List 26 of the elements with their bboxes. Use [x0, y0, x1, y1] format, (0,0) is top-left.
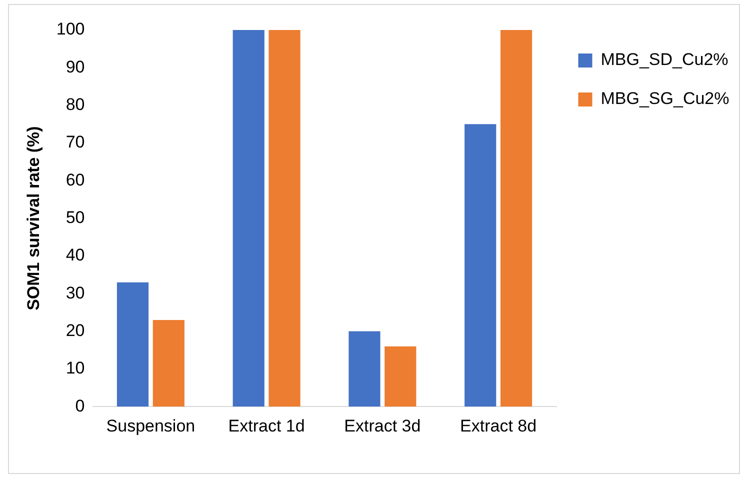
bar	[268, 30, 300, 407]
y-tick-label: 80	[66, 95, 85, 114]
y-tick-label: 100	[56, 20, 85, 39]
legend-label: MBG_SG_Cu2%	[600, 89, 730, 108]
bar	[384, 346, 416, 407]
bar	[232, 30, 264, 407]
y-tick-label: 60	[66, 170, 85, 190]
y-tick-label: 30	[66, 283, 85, 302]
legend-label: MBG_SD_Cu2%	[600, 50, 728, 70]
y-tick-label: 10	[66, 358, 85, 378]
y-axis-title: SOM1 survival rate (%)	[24, 126, 43, 310]
y-tick-label: 90	[66, 57, 85, 76]
y-tick-label: 20	[66, 320, 85, 340]
bar	[152, 320, 184, 407]
y-tick-label: 50	[66, 208, 85, 227]
y-tick-label: 70	[66, 132, 85, 152]
bar	[348, 331, 380, 407]
y-tick-label: 0	[75, 396, 85, 416]
x-tick-label: Extract 1d	[228, 416, 305, 436]
bar	[464, 124, 496, 407]
bar	[116, 282, 149, 407]
x-tick-label: Extract 3d	[344, 416, 421, 436]
y-tick-label: 40	[66, 246, 85, 265]
bar	[500, 30, 532, 407]
x-tick-label: Extract 8d	[460, 416, 537, 436]
x-tick-label: Suspension	[106, 416, 196, 436]
